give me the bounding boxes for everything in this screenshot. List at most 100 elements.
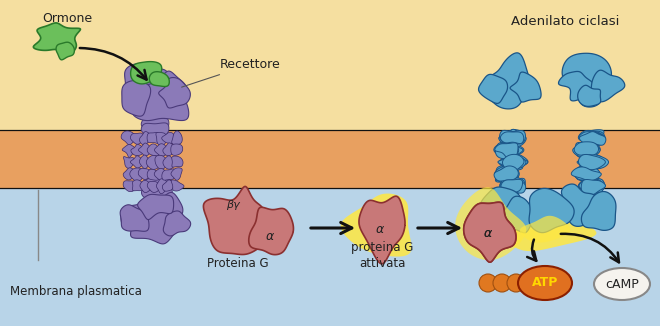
Polygon shape <box>147 156 159 170</box>
Circle shape <box>493 274 511 292</box>
Polygon shape <box>579 131 605 145</box>
Polygon shape <box>163 211 191 236</box>
Polygon shape <box>574 165 599 182</box>
Polygon shape <box>578 85 601 106</box>
Polygon shape <box>579 132 606 145</box>
Polygon shape <box>495 166 519 182</box>
Polygon shape <box>582 156 604 169</box>
Polygon shape <box>504 212 597 251</box>
Polygon shape <box>529 188 574 233</box>
Polygon shape <box>558 71 593 101</box>
Polygon shape <box>573 143 600 156</box>
Polygon shape <box>158 78 190 108</box>
Polygon shape <box>498 155 526 168</box>
Polygon shape <box>496 141 517 157</box>
Polygon shape <box>139 132 152 145</box>
Polygon shape <box>120 205 149 231</box>
Polygon shape <box>359 196 405 264</box>
Polygon shape <box>480 187 522 223</box>
Polygon shape <box>502 196 535 233</box>
Polygon shape <box>497 142 523 157</box>
Polygon shape <box>121 131 137 145</box>
Polygon shape <box>139 143 151 156</box>
Polygon shape <box>502 129 526 147</box>
Polygon shape <box>577 166 599 180</box>
Text: proteina G
attivata: proteina G attivata <box>351 241 413 270</box>
Polygon shape <box>579 156 602 170</box>
Polygon shape <box>582 154 609 169</box>
Polygon shape <box>576 142 601 158</box>
Polygon shape <box>574 142 599 155</box>
Polygon shape <box>131 200 181 244</box>
Polygon shape <box>172 131 182 145</box>
Polygon shape <box>122 144 137 157</box>
Polygon shape <box>576 167 599 182</box>
Polygon shape <box>562 53 611 107</box>
Polygon shape <box>172 156 183 167</box>
Bar <box>0 188 660 326</box>
Polygon shape <box>130 156 143 168</box>
Polygon shape <box>579 132 603 146</box>
Polygon shape <box>501 179 525 193</box>
Polygon shape <box>579 179 604 195</box>
Polygon shape <box>581 180 605 195</box>
Text: Membrana plasmatica: Membrana plasmatica <box>10 285 142 298</box>
Bar <box>0 130 660 188</box>
Polygon shape <box>129 78 189 121</box>
Polygon shape <box>138 169 152 180</box>
Polygon shape <box>510 72 541 102</box>
Polygon shape <box>249 207 294 255</box>
Polygon shape <box>123 168 137 180</box>
Text: βγ: βγ <box>226 200 240 210</box>
Polygon shape <box>131 62 162 84</box>
Polygon shape <box>141 176 172 191</box>
Polygon shape <box>125 64 172 103</box>
Polygon shape <box>147 144 159 156</box>
Polygon shape <box>464 202 516 262</box>
Circle shape <box>507 274 525 292</box>
Polygon shape <box>147 132 158 143</box>
Text: Ormone: Ormone <box>42 12 92 25</box>
Polygon shape <box>581 191 616 230</box>
Polygon shape <box>576 141 597 158</box>
Polygon shape <box>503 156 526 169</box>
Polygon shape <box>500 130 525 144</box>
Circle shape <box>479 274 497 292</box>
Polygon shape <box>500 178 525 193</box>
Polygon shape <box>581 179 605 193</box>
Ellipse shape <box>518 266 572 300</box>
Polygon shape <box>133 180 145 191</box>
Polygon shape <box>577 154 605 171</box>
Polygon shape <box>149 72 169 86</box>
Bar <box>0 0 660 130</box>
Polygon shape <box>579 178 605 193</box>
Polygon shape <box>499 129 525 145</box>
Polygon shape <box>502 155 524 171</box>
Polygon shape <box>464 202 516 262</box>
Polygon shape <box>591 70 625 102</box>
Polygon shape <box>494 166 518 181</box>
Polygon shape <box>156 132 166 146</box>
Polygon shape <box>499 154 528 169</box>
Polygon shape <box>171 144 183 155</box>
Text: Recettore: Recettore <box>182 58 280 87</box>
Polygon shape <box>137 194 174 220</box>
Polygon shape <box>580 130 604 145</box>
Text: α: α <box>376 223 384 236</box>
Polygon shape <box>148 192 183 228</box>
Polygon shape <box>578 130 605 146</box>
Polygon shape <box>502 178 525 193</box>
Text: cAMP: cAMP <box>605 277 639 290</box>
Polygon shape <box>154 144 167 156</box>
Polygon shape <box>34 23 81 53</box>
Polygon shape <box>581 156 605 168</box>
Polygon shape <box>578 179 605 193</box>
Polygon shape <box>162 169 175 180</box>
Polygon shape <box>574 167 600 180</box>
Polygon shape <box>495 143 516 158</box>
Text: α: α <box>266 230 275 243</box>
Polygon shape <box>500 154 527 169</box>
Polygon shape <box>171 180 184 191</box>
Polygon shape <box>574 143 598 158</box>
Polygon shape <box>478 74 508 103</box>
